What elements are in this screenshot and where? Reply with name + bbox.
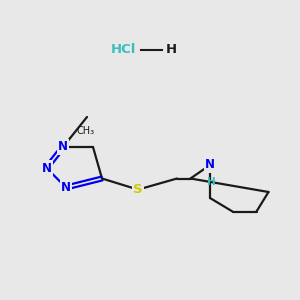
Text: H: H <box>206 177 215 188</box>
Text: N: N <box>61 181 71 194</box>
Text: S: S <box>133 183 143 196</box>
Text: N: N <box>205 158 215 172</box>
Text: N: N <box>41 161 52 175</box>
Text: N: N <box>58 140 68 154</box>
Text: HCl: HCl <box>110 43 136 56</box>
Text: CH₃: CH₃ <box>76 126 94 136</box>
Text: H: H <box>165 43 177 56</box>
